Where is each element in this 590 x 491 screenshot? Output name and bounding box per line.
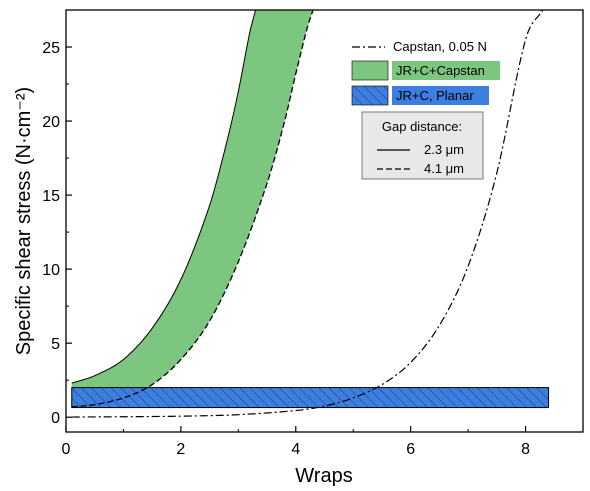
legend-planar-swatch [351, 85, 389, 106]
legend: Capstan, 0.05 N JR+C+Capstan JR+C, Plana… [351, 39, 500, 180]
y-axis: 0 5 10 15 20 25 [42, 40, 72, 427]
band-jr-c-capstan [71, 10, 314, 407]
x-tick-label: 4 [291, 441, 300, 458]
legend-capstan-label: Capstan, 0.05 N [393, 39, 487, 54]
legend-solid-label: 2.3 μm [424, 142, 464, 157]
curve-capstan [71, 10, 544, 418]
band-jr-c-planar [71, 387, 550, 409]
x-axis-title: Wraps [295, 465, 352, 487]
y-tick-label: 5 [51, 336, 60, 353]
legend-dashed-label: 4.1 μm [424, 161, 464, 176]
x-tick-label: 6 [406, 441, 415, 458]
y-tick-label: 10 [42, 262, 60, 279]
x-tick-label: 0 [62, 441, 71, 458]
legend-green-chip [392, 61, 500, 80]
plot-area [71, 10, 550, 418]
plot-frame [65, 9, 584, 433]
curve-jr-c-capstan-2-3um [71, 10, 257, 384]
legend-inset-box [361, 111, 484, 180]
y-tick-label: 20 [42, 114, 60, 131]
x-tick-label: 2 [176, 441, 185, 458]
legend-planar-label: JR+C, Planar [396, 88, 474, 103]
y-tick-label: 25 [42, 40, 60, 57]
y-axis-title: Specific shear stress (N·cm⁻²) [13, 87, 35, 355]
legend-green-label: JR+C+Capstan [396, 63, 485, 78]
legend-planar-chip [392, 86, 489, 105]
x-axis: 0 2 4 6 8 [62, 426, 530, 458]
legend-green-swatch [351, 60, 389, 81]
curve-jr-c-capstan-4-1um [71, 10, 314, 408]
y-tick-label: 0 [51, 410, 60, 427]
y-tick-label: 15 [42, 188, 60, 205]
x-tick-label: 8 [521, 441, 530, 458]
legend-inset-title: Gap distance: [382, 119, 462, 134]
